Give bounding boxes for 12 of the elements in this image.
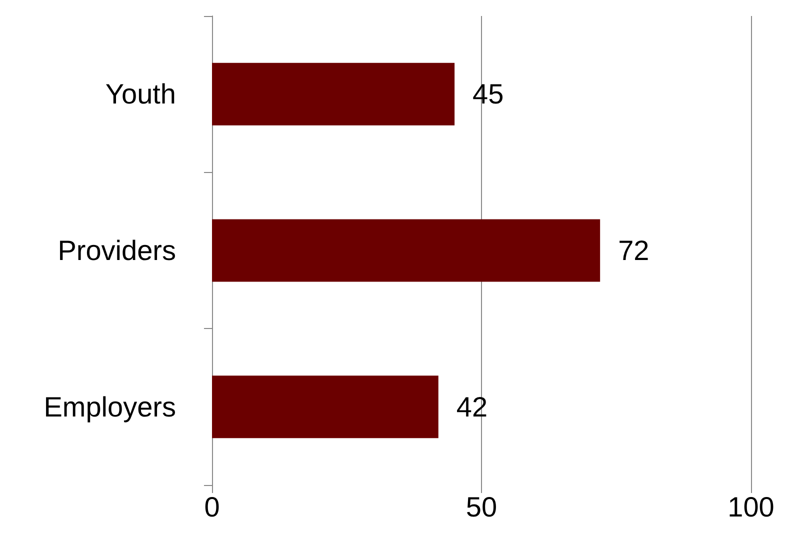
- x-tick-label: 100: [728, 492, 774, 522]
- y-tick-label: Employers: [44, 391, 176, 422]
- x-tick-label: 50: [466, 492, 498, 522]
- data-label: 45: [472, 78, 504, 110]
- y-tick-label: Providers: [58, 235, 176, 266]
- bar: [212, 62, 455, 126]
- x-tick-label: 0: [204, 492, 220, 522]
- data-label: 72: [618, 235, 650, 266]
- bar: [212, 376, 438, 438]
- y-tick-label: Youth: [105, 78, 176, 110]
- data-label: 42: [456, 391, 488, 422]
- bar: [212, 219, 600, 282]
